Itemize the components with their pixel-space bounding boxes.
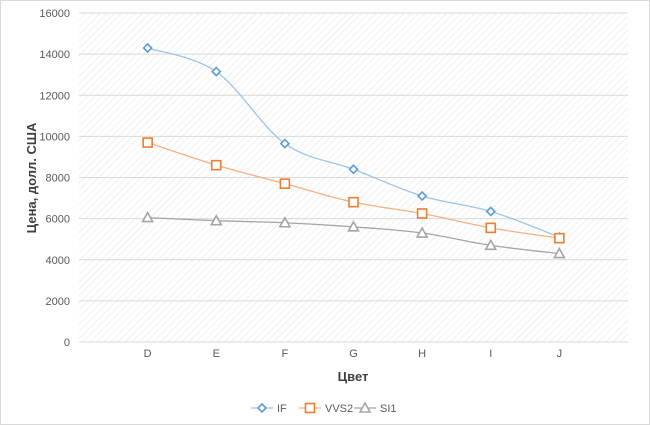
data-point	[279, 138, 291, 149]
x-tick-label: I	[489, 348, 492, 360]
legend-item: IF	[251, 402, 287, 415]
legend: IF VVS2 SI1	[251, 401, 397, 415]
data-point	[485, 206, 496, 217]
data-point	[142, 42, 153, 54]
y-axis-title: Цена, долл. США	[24, 122, 39, 233]
legend-item: SI1	[354, 401, 397, 415]
data-point	[485, 222, 497, 234]
x-axis-title: Цвет	[338, 369, 369, 384]
x-tick-label: E	[213, 348, 220, 360]
data-point	[211, 66, 222, 77]
data-point	[348, 164, 359, 175]
legend-item: VVS2	[299, 402, 353, 415]
data-point	[554, 232, 565, 244]
data-point	[484, 238, 498, 251]
data-point	[141, 210, 154, 223]
data-point	[415, 226, 429, 238]
legend-marker	[358, 401, 372, 413]
gridlines	[79, 12, 628, 343]
data-point	[347, 220, 360, 232]
y-tick-label: 8000	[46, 173, 70, 185]
data-point	[278, 216, 292, 228]
data-point	[279, 178, 291, 189]
series-si1	[141, 210, 566, 259]
legend-marker	[256, 402, 268, 414]
data-point	[142, 137, 153, 148]
data-point	[416, 208, 428, 219]
y-tick-label: 10000	[39, 131, 70, 143]
data-point	[416, 190, 428, 202]
data-point	[210, 159, 222, 171]
legend-label: SI1	[380, 403, 397, 415]
x-axis-ticks: D E F G H I J	[144, 348, 562, 360]
y-tick-label: 0	[64, 337, 70, 349]
data-point	[553, 246, 566, 259]
y-tick-label: 6000	[46, 214, 70, 226]
x-tick-label: F	[282, 348, 289, 360]
data-point	[209, 214, 223, 226]
legend-label: IF	[277, 403, 287, 415]
y-tick-label: 16000	[39, 8, 70, 20]
x-tick-label: D	[144, 348, 152, 360]
x-tick-label: H	[418, 348, 426, 360]
y-tick-label: 4000	[46, 255, 70, 267]
legend-marker	[304, 402, 316, 414]
legend-label: VVS2	[325, 403, 353, 415]
y-tick-label: 12000	[39, 90, 70, 102]
x-tick-label: J	[557, 348, 563, 360]
series-vvs2	[142, 137, 565, 244]
series-if	[142, 42, 565, 243]
y-axis-ticks: 0 2000 4000 6000 8000 10000 12000 14000 16000	[39, 8, 70, 349]
x-tick-label: G	[349, 348, 358, 360]
y-tick-label: 2000	[46, 296, 70, 308]
series-layer	[141, 42, 566, 259]
y-tick-label: 14000	[39, 49, 70, 61]
data-point	[348, 196, 359, 208]
